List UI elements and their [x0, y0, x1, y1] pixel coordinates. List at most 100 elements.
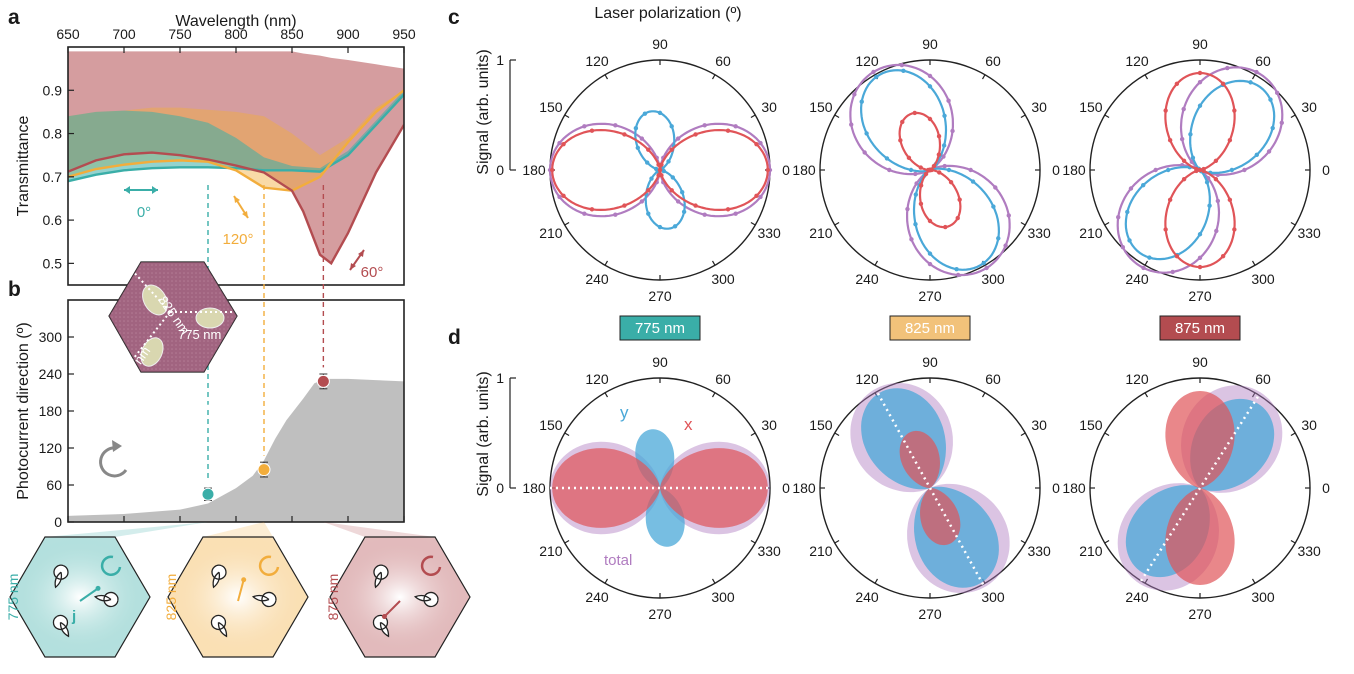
polar-tick [1104, 432, 1110, 437]
c-marker [898, 138, 903, 143]
polar-angle-label: 180 [792, 162, 816, 178]
a-band-0 [68, 90, 404, 182]
c-marker [1229, 167, 1235, 173]
c-marker [550, 167, 555, 173]
polar-angle-label: 0 [1322, 480, 1330, 496]
c-marker [1197, 103, 1203, 108]
c-marker [1153, 167, 1158, 173]
c-marker [936, 134, 942, 139]
c-marker [1197, 167, 1203, 173]
polar-tick [750, 114, 756, 119]
polar-tick [834, 432, 840, 437]
map-label-0: 775 nm [5, 574, 21, 621]
polar-angle-label: 330 [1297, 225, 1321, 241]
c-marker [1181, 158, 1187, 164]
polar-tick [1144, 578, 1149, 584]
polar-angle-label: 270 [1188, 288, 1212, 304]
b-ytick-label: 120 [39, 440, 63, 456]
c-marker [561, 193, 566, 199]
polar-angle-label: 60 [715, 53, 731, 69]
map-projection-0 [45, 522, 208, 537]
c-marker [927, 73, 933, 79]
polar-angle-label: 90 [652, 36, 668, 52]
polar-tick [874, 260, 879, 266]
a-label-60: 60° [361, 264, 384, 281]
c-marker [582, 211, 587, 216]
polar-tick [604, 392, 609, 398]
c-marker [1141, 265, 1146, 271]
c-marker [941, 154, 946, 159]
a-xtick-label: 850 [280, 26, 304, 42]
c-marker [670, 175, 675, 180]
polar-angle-label: 300 [1251, 271, 1275, 287]
c-marker [589, 207, 595, 212]
c-marker [669, 147, 674, 152]
a-ytick-label: 0.5 [43, 255, 63, 271]
c-marker [1170, 269, 1175, 275]
polar-tick [564, 432, 570, 437]
c-marker [649, 176, 654, 181]
c-marker [864, 131, 869, 136]
polar-angle-label: 120 [855, 371, 879, 387]
c-marker [908, 167, 914, 173]
c-marker [1147, 255, 1152, 260]
particle-icon [52, 614, 70, 638]
polar-angle-label: 210 [1079, 543, 1103, 559]
c-marker [1128, 186, 1134, 191]
c-marker [1006, 213, 1011, 218]
a-lines [68, 89, 404, 266]
c-marker [635, 145, 641, 151]
c-marker [946, 167, 952, 173]
c-marker [672, 224, 678, 229]
a-ytick-label: 0.6 [43, 212, 63, 228]
c-marker [1266, 149, 1272, 154]
polar-angle-label: 180 [792, 480, 816, 496]
c-marker [905, 206, 910, 212]
c-marker [1197, 255, 1203, 261]
c-marker [871, 69, 876, 75]
c-marker [1181, 176, 1187, 182]
polar-tick [1020, 114, 1026, 119]
polar-angle-label: 240 [1125, 271, 1149, 287]
polar-angle-label: 150 [1079, 417, 1103, 433]
b-yticks: 0 60 120 180 240 300 [39, 329, 74, 530]
c-marker [622, 203, 627, 208]
radial-tick-label: 0 [496, 480, 504, 496]
rotation-icon [99, 440, 128, 478]
c-marker [1190, 155, 1196, 160]
c-marker [936, 152, 942, 157]
c-marker [733, 211, 738, 216]
c-marker [754, 193, 759, 199]
c-marker [1213, 158, 1219, 164]
c-marker [942, 163, 947, 169]
map-hexagon-2 [329, 536, 471, 658]
current-arrow-icon [237, 579, 245, 602]
a-label-120: 120° [222, 231, 253, 248]
c-marker [918, 183, 924, 188]
c-marker [955, 215, 960, 221]
b-area [68, 378, 404, 522]
c-marker [906, 155, 912, 161]
c-marker [1167, 137, 1173, 143]
c-marker [754, 141, 759, 147]
polar-tick [1290, 114, 1296, 119]
c-marker [645, 160, 650, 165]
polar-angle-label: 330 [1027, 225, 1051, 241]
c-marker [1220, 254, 1226, 259]
panel-label-b: b [8, 278, 21, 301]
polar-tick [834, 114, 840, 119]
c-marker [675, 136, 681, 141]
polar-angle-label: 60 [985, 53, 1001, 69]
polar-angle-label: 90 [922, 354, 938, 370]
c-marker [639, 136, 645, 141]
c-title: Laser polarization (º) [594, 5, 741, 22]
b-ytick-label: 180 [39, 403, 63, 419]
c-marker [1197, 264, 1203, 270]
polar-angle-label: 270 [918, 288, 942, 304]
c-marker [679, 189, 685, 195]
c-marker [931, 163, 937, 169]
c-marker [954, 266, 959, 272]
d-series-label-x: x [684, 415, 693, 434]
c-marker [1207, 203, 1212, 208]
c-marker [675, 199, 681, 204]
